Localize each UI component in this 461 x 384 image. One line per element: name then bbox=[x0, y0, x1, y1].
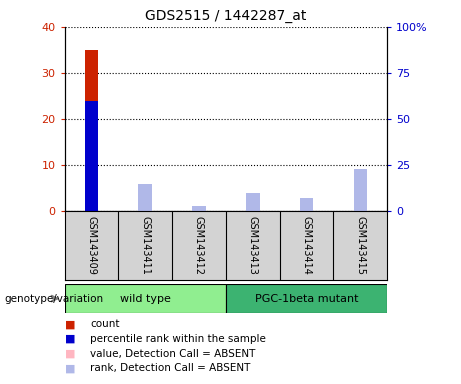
Text: PGC-1beta mutant: PGC-1beta mutant bbox=[255, 293, 358, 304]
Text: ■: ■ bbox=[65, 363, 75, 373]
Text: count: count bbox=[90, 319, 119, 329]
Bar bbox=[246, 206, 260, 211]
Bar bbox=[65, 284, 226, 313]
Bar bbox=[85, 101, 98, 211]
Bar bbox=[226, 284, 387, 313]
Bar bbox=[300, 198, 313, 211]
Text: ■: ■ bbox=[65, 319, 75, 329]
Text: GSM143413: GSM143413 bbox=[248, 216, 258, 275]
Bar bbox=[138, 184, 152, 211]
Title: GDS2515 / 1442287_at: GDS2515 / 1442287_at bbox=[145, 9, 307, 23]
Text: wild type: wild type bbox=[120, 293, 171, 304]
Bar bbox=[354, 169, 367, 211]
Text: ■: ■ bbox=[65, 349, 75, 359]
Text: percentile rank within the sample: percentile rank within the sample bbox=[90, 334, 266, 344]
Text: GSM143412: GSM143412 bbox=[194, 216, 204, 275]
Text: GSM143414: GSM143414 bbox=[301, 216, 312, 275]
Bar bbox=[138, 204, 152, 211]
Text: value, Detection Call = ABSENT: value, Detection Call = ABSENT bbox=[90, 349, 255, 359]
Text: ■: ■ bbox=[65, 334, 75, 344]
Text: genotype/variation: genotype/variation bbox=[5, 293, 104, 304]
Bar bbox=[300, 207, 313, 211]
Text: rank, Detection Call = ABSENT: rank, Detection Call = ABSENT bbox=[90, 363, 250, 373]
Text: GSM143415: GSM143415 bbox=[355, 216, 366, 275]
Bar bbox=[85, 50, 98, 211]
Text: GSM143409: GSM143409 bbox=[86, 216, 96, 275]
Bar bbox=[246, 193, 260, 211]
Text: GSM143411: GSM143411 bbox=[140, 216, 150, 275]
Bar bbox=[354, 190, 367, 211]
Bar bbox=[192, 207, 206, 211]
Bar bbox=[192, 206, 206, 211]
